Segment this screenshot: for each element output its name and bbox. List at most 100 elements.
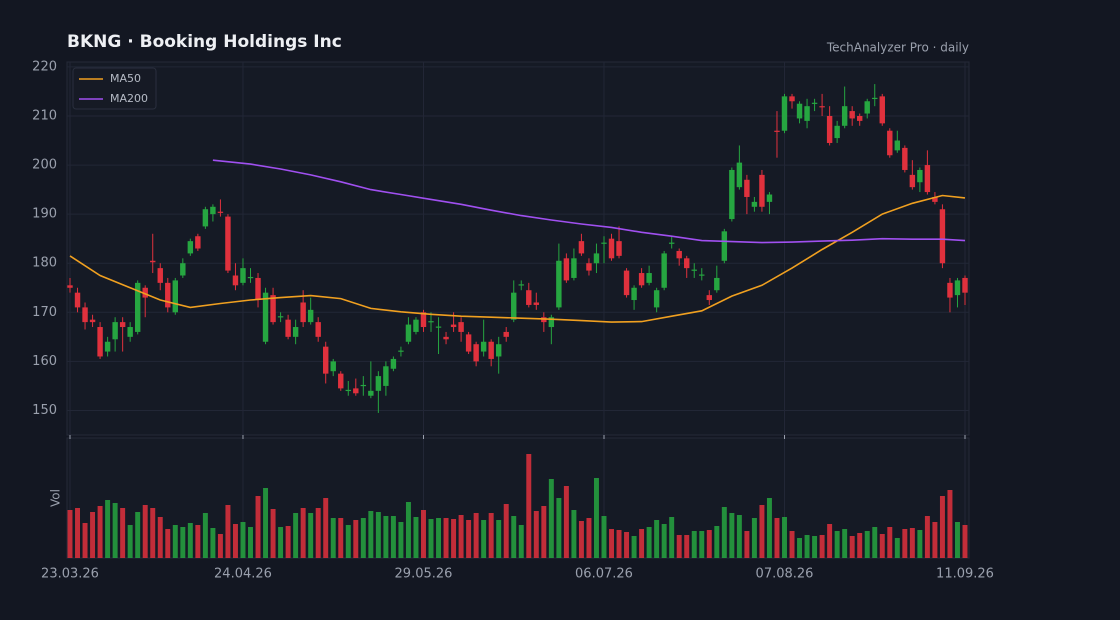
candle-body [473, 344, 479, 362]
candle-body [420, 312, 427, 328]
candle-body [879, 96, 885, 124]
chart-subtitle: TechAnalyzer Pro · daily [826, 41, 969, 55]
candle-body [744, 179, 750, 197]
candle-body [262, 292, 269, 342]
candle-body [781, 96, 788, 131]
candle-body [917, 169, 923, 183]
candle-body [210, 206, 216, 215]
volume-bar [932, 522, 938, 558]
volume-bar [210, 528, 216, 558]
candle-body [495, 344, 502, 357]
candle-body [947, 282, 953, 298]
candle-body [458, 322, 464, 332]
candle-body [443, 336, 449, 340]
volume-bar [105, 500, 111, 558]
volume-bar [75, 508, 81, 558]
candle-body [112, 322, 118, 340]
volume-bar [172, 525, 178, 558]
candle-body [383, 366, 389, 386]
volume-bar [308, 513, 314, 558]
candle-body [165, 282, 171, 308]
candle-body [556, 260, 562, 308]
volume-bar [721, 507, 727, 558]
volume-bar [97, 506, 103, 558]
volume-bar [488, 513, 494, 558]
candle-body [232, 275, 239, 286]
volume-bar [518, 525, 524, 558]
volume-bar [646, 527, 652, 558]
volume-bar [684, 535, 690, 558]
volume-bar [879, 534, 885, 558]
ma-line [212, 159, 966, 244]
candle-body [330, 361, 336, 372]
volume-bar [398, 522, 404, 558]
candle-body [375, 376, 382, 391]
volume-bar [90, 512, 96, 558]
candle-body [195, 236, 201, 249]
candle-body [834, 125, 840, 139]
volume-bar [511, 516, 517, 558]
candle-body [894, 140, 901, 151]
volume-bar [631, 536, 637, 558]
candle-body [721, 231, 728, 261]
candle-body [307, 309, 314, 323]
volume-bar [624, 532, 630, 558]
volume-panel [66, 437, 970, 559]
volume-label: Vol [49, 489, 63, 507]
candle-body [766, 194, 773, 202]
candle-body [796, 103, 803, 119]
candle-body [736, 162, 743, 188]
legend-label: MA50 [110, 72, 141, 85]
volume-bar [248, 527, 253, 558]
volume-bar [360, 518, 366, 558]
candle-body [714, 277, 720, 291]
legend-label: MA200 [110, 92, 148, 105]
x-tick-label: 07.08.26 [756, 567, 814, 582]
volume-bar [165, 529, 171, 558]
x-tick-label: 06.07.26 [575, 567, 633, 582]
candle-body [571, 258, 577, 278]
volume-bar [669, 517, 675, 558]
volume-bar [609, 529, 614, 558]
volume-bar [789, 531, 795, 558]
candle-body [450, 324, 457, 328]
volume-bar [782, 517, 787, 558]
volume-bar [413, 517, 419, 558]
candle-body [89, 319, 96, 323]
candle-body [285, 319, 291, 337]
volume-bar [729, 513, 735, 558]
volume-bar [526, 454, 532, 558]
volume-bar [533, 511, 539, 558]
volume-bar [563, 486, 569, 558]
volume-bar [187, 523, 193, 558]
volume-bar [443, 518, 449, 558]
volume-bar [556, 498, 562, 558]
volume-bar [676, 535, 682, 558]
volume-bar [586, 518, 592, 558]
candle-body [104, 341, 111, 352]
candle-body [608, 238, 615, 259]
candle-body [435, 326, 442, 328]
candle-body [593, 253, 600, 264]
volume-bar [593, 478, 599, 558]
volume-bar [834, 531, 840, 558]
candle-body [774, 130, 780, 132]
candle-body [511, 292, 517, 320]
candle-body [932, 196, 938, 202]
volume-bar [67, 510, 73, 558]
volume-bar [390, 516, 396, 558]
candle-body [338, 373, 344, 389]
volume-bar [872, 527, 878, 558]
candle-body [811, 102, 818, 104]
volume-bar [330, 518, 336, 558]
candle-body [729, 169, 735, 220]
candle-body [578, 241, 585, 254]
volume-bar [353, 520, 359, 558]
candle-body [405, 324, 412, 342]
candle-body [676, 250, 682, 259]
y-tick-label: 160 [32, 354, 57, 369]
y-tick-label: 200 [32, 158, 57, 173]
candle-body [789, 96, 795, 102]
candle-body [526, 290, 532, 305]
volume-bar [864, 531, 870, 558]
